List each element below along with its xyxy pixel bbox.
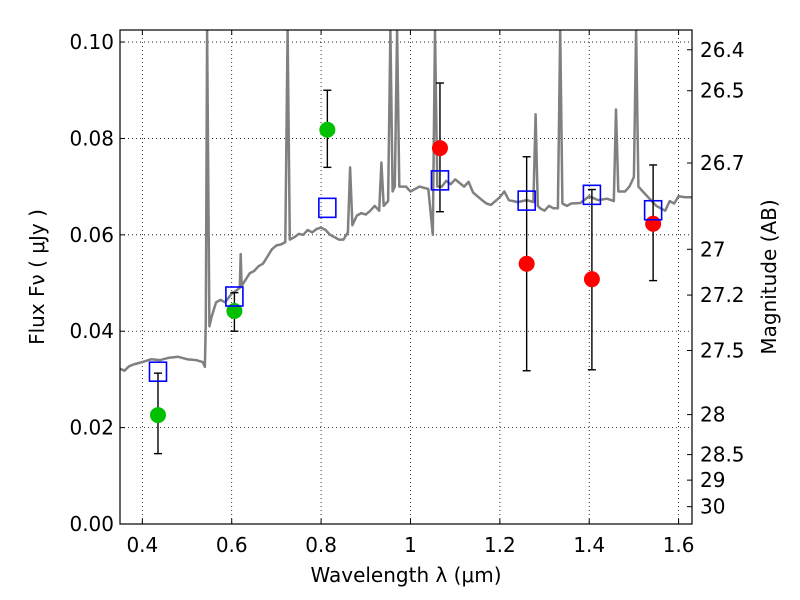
model-flux-marker: [225, 286, 244, 307]
data-point: [431, 140, 448, 157]
right-tick-label: 28: [700, 403, 725, 427]
model-flux-marker: [643, 199, 663, 221]
model-flux-marker: [517, 190, 536, 211]
data-point: [149, 407, 166, 424]
x-tick-label: 1: [404, 533, 417, 557]
plot-frame: [119, 29, 693, 525]
data-point: [583, 271, 600, 288]
y-tick-label: 0.02: [69, 416, 114, 440]
model-flux-marker: [318, 197, 337, 219]
right-tick-label: 26.7: [700, 151, 745, 175]
y-tick-label: 0.04: [69, 319, 114, 343]
right-tick-label: 28.5: [700, 443, 745, 467]
y-tick-label: 0.08: [69, 126, 114, 150]
right-tick-label: 30: [700, 495, 725, 519]
right-tick-label: 27: [700, 237, 725, 261]
y-axis-label: Flux Fν ( μJy ): [25, 209, 49, 345]
model-flux-marker: [430, 170, 450, 191]
spectrum-layer: [120, 30, 692, 372]
data-point: [645, 215, 662, 232]
x-tick-label: 1.6: [663, 533, 695, 557]
x-tick-label: 1.2: [484, 533, 516, 557]
right-tick-label: 27.5: [700, 338, 745, 362]
model-flux-marker: [582, 184, 602, 206]
x-tick-label: 0.6: [216, 533, 248, 557]
spectrum-line: [120, 30, 692, 372]
data-point: [518, 255, 535, 272]
x-tick-label: 0.4: [126, 533, 158, 557]
marker-layer: [148, 121, 663, 424]
x-tick-label: 1.4: [573, 533, 605, 557]
tick-layer: 0.4 0.6 0.8 1 1.2 1.4 1.6 0.00 0.02 0.04 0.06 0.08 0…: [69, 30, 745, 557]
model-flux-marker: [148, 361, 168, 383]
data-point: [226, 302, 243, 319]
y-tick-label: 0.00: [69, 512, 114, 536]
right-tick-label: 26.5: [700, 79, 745, 103]
right-tick-label: 27.2: [700, 283, 745, 307]
y-tick-label: 0.06: [69, 223, 114, 247]
x-tick-label: 0.8: [305, 533, 337, 557]
y-tick-label: 0.10: [69, 30, 114, 54]
data-point: [319, 121, 336, 138]
x-axis-label: Wavelength λ (μm): [310, 563, 501, 587]
right-tick-label: 26.4: [700, 38, 745, 62]
right-axis-label: Magnitude (AB): [757, 199, 781, 354]
errorbar-layer: [153, 82, 658, 455]
right-tick-label: 29: [700, 468, 725, 492]
